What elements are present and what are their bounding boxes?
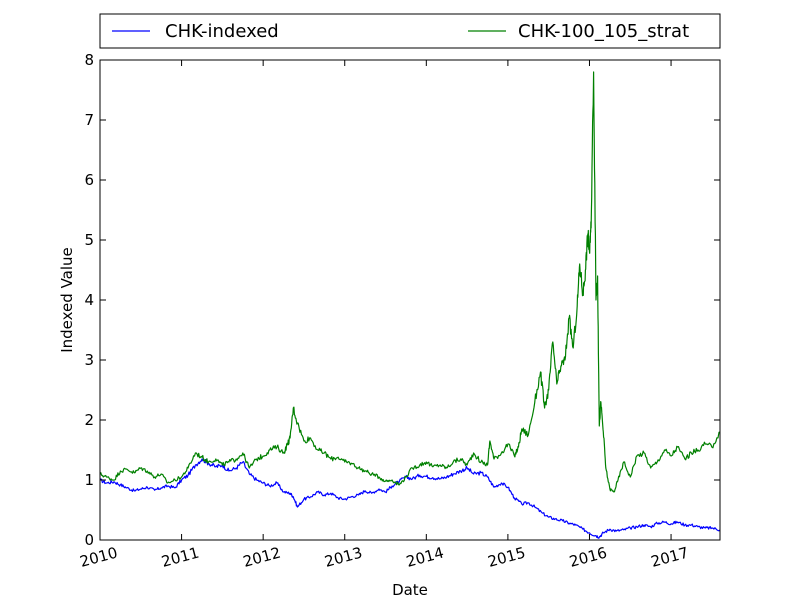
y-tick-label: 6 [84, 171, 94, 189]
series-layer [100, 71, 720, 539]
x-axis-label: Date [392, 581, 428, 599]
y-tick-label: 4 [84, 291, 94, 309]
y-tick-label: 3 [84, 351, 94, 369]
y-tick-label: 1 [84, 471, 94, 489]
series-line-chk-strat [100, 71, 720, 493]
y-tick-label: 7 [84, 111, 94, 129]
y-tick-label: 8 [84, 51, 94, 69]
legend: CHK-indexed CHK-100_105_strat [99, 13, 721, 49]
legend-label-chk-indexed: CHK-indexed [165, 21, 279, 42]
legend-label-chk-strat: CHK-100_105_strat [518, 21, 689, 42]
legend-frame [99, 13, 721, 49]
series-line-chk-indexed [100, 458, 720, 539]
y-tick-label: 0 [84, 531, 94, 549]
y-axis-label: Indexed Value [58, 247, 76, 353]
y-tick-label: 5 [84, 231, 94, 249]
y-tick-label: 2 [84, 411, 94, 429]
